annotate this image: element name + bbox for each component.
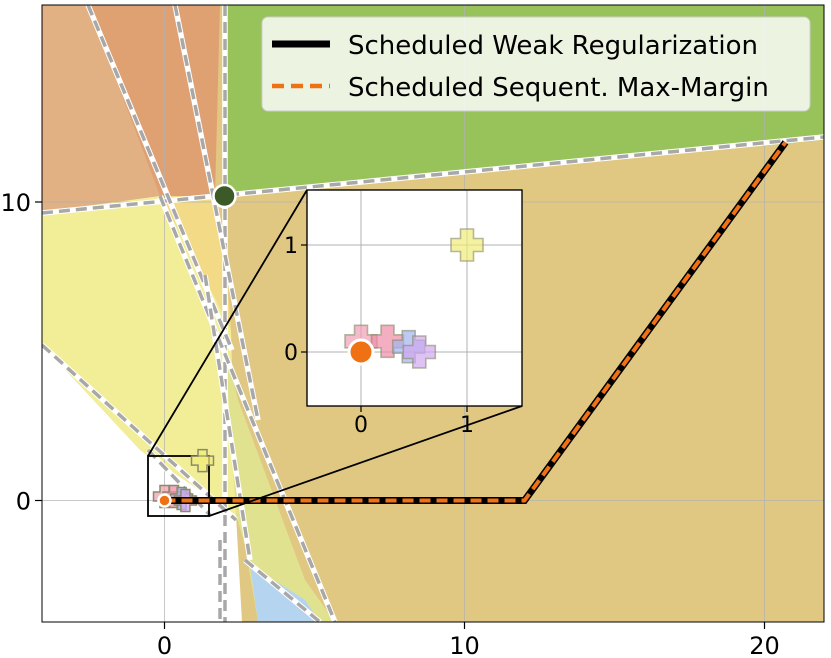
x-tick-label: 20: [749, 632, 780, 658]
legend-label-weak-reg: Scheduled Weak Regularization: [348, 31, 758, 61]
x-tick-label: 0: [157, 632, 172, 658]
zoom-rectangle: [147, 455, 210, 517]
white-region: [42, 345, 242, 622]
y-tick-label: 10: [0, 189, 31, 217]
inset-connectors: [147, 189, 523, 517]
olive-region: [225, 345, 335, 622]
boundary-line: [173, 5, 260, 421]
boundary-line: [42, 343, 238, 522]
inset-marker-point: [347, 338, 375, 366]
marker-point: [157, 493, 172, 508]
markers: [157, 183, 237, 508]
inset-class-point: [402, 335, 437, 369]
marker-point: [212, 183, 237, 209]
boundary-line: [158, 195, 337, 622]
series-lines: [164, 140, 789, 504]
inset-y-ticks: 01: [284, 234, 307, 366]
y-axis-ticks: 0 10: [0, 189, 42, 516]
inset-y-tick-label: 0: [284, 341, 298, 366]
yellow-region: [42, 196, 236, 515]
peach-region: [42, 5, 160, 212]
x-axis-ticks: 0 10 20: [157, 622, 780, 658]
inset-y-tick-label: 1: [284, 234, 298, 259]
boundary-line: [146, 448, 212, 517]
series-line-2: [164, 141, 788, 503]
inset-markers: [347, 338, 375, 366]
x-tick-label: 10: [449, 632, 480, 658]
class-point: [190, 448, 215, 473]
boundary-line: [203, 274, 252, 561]
inset-x-tick-label: 1: [460, 413, 474, 438]
y-tick-label: 0: [16, 488, 31, 516]
inset-class-point: [450, 228, 484, 262]
inset-class-point: [370, 324, 405, 359]
connector-line: [208, 405, 523, 517]
legend: Scheduled Weak Regularization Scheduled …: [261, 16, 811, 112]
zoom-box: [147, 455, 210, 517]
inset-x-tick-label: 0: [354, 413, 368, 438]
plot-frame: [41, 4, 825, 623]
boundary-underlay: [243, 557, 322, 622]
decision-boundaries: [42, 5, 824, 622]
light-yellow-region: [160, 196, 231, 330]
inset-frame: [306, 189, 523, 407]
legend-label-max-margin: Scheduled Sequent. Max-Margin: [348, 73, 769, 103]
boundary-line: [42, 135, 824, 215]
plot-area: [42, 5, 824, 622]
connector-line: [147, 189, 308, 457]
legend-box: [261, 16, 811, 112]
